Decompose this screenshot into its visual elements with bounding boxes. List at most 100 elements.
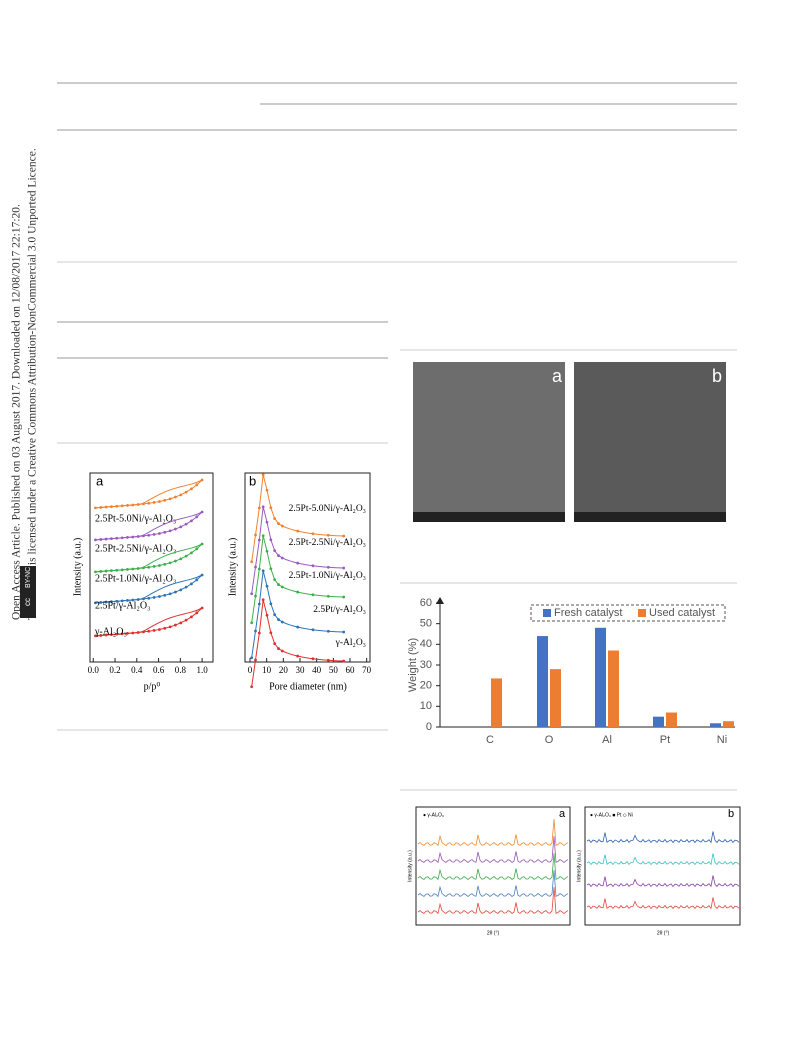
x-label: 2θ (°): [657, 930, 670, 936]
series-label: 2.5Pt-2.5Ni/γ-Al₂O₃: [289, 538, 366, 548]
sidebar: Open Access Article. Published on 03 Aug…: [11, 148, 39, 620]
x-tick-label: 30: [296, 665, 306, 675]
legend-swatch: [543, 609, 551, 617]
x-tick-label: O: [545, 734, 554, 746]
y-tick-label: 30: [420, 659, 432, 671]
xrd-trace: [586, 831, 740, 844]
sidebar-line: Open Access Article. Published on 03 Aug…: [11, 204, 23, 620]
y-label: Intensity (a.u.): [407, 850, 413, 882]
psd-curve: [251, 535, 344, 623]
sidebar-line: This article is licensed under a Creativ…: [27, 148, 39, 620]
y-label: Intensity (a.u.): [72, 538, 83, 597]
bar: [537, 636, 548, 727]
x-tick-label: 0: [248, 665, 253, 675]
sem-bar: [413, 512, 565, 522]
x-label: Pore diameter (nm): [269, 681, 347, 692]
isotherm-curve: [95, 574, 203, 604]
isotherm-curve: [95, 479, 203, 509]
sem-bar: [574, 512, 726, 522]
series-label: 2.5Pt/γ-Al₂O₃: [313, 605, 366, 615]
bar: [550, 669, 561, 727]
isotherm-curve: [95, 543, 203, 573]
series-label: γ-Al₂O₃: [335, 638, 366, 648]
panel-label: b: [249, 473, 256, 488]
psd-curve: [251, 474, 344, 562]
xrd-frame: [415, 806, 571, 926]
isotherm-curve: [95, 479, 203, 509]
legend-label: Fresh catalyst: [554, 607, 622, 619]
x-tick-label: 70: [362, 665, 372, 675]
xrd-trace: [417, 836, 569, 864]
sem-image: [413, 362, 565, 522]
x-tick-label: 0.8: [175, 665, 187, 675]
axis-frame: [244, 472, 371, 663]
panel-label: a: [96, 473, 104, 488]
legend: ● γ-Al₂O₃ ■ Pt ◇ Ni: [590, 812, 633, 818]
x-tick-label: 10: [262, 665, 272, 675]
x-tick-label: 50: [329, 665, 339, 675]
bar: [723, 721, 734, 727]
series-label: 2.5Pt-1.0Ni/γ-Al₂O₃: [95, 573, 176, 584]
bar: [595, 627, 606, 727]
y-tick-label: 20: [420, 680, 432, 692]
panel-label: b: [712, 366, 722, 386]
series-label: 2.5Pt/γ-Al₂O₃: [95, 600, 151, 611]
isotherm-curve: [95, 607, 203, 637]
panel-label: a: [559, 808, 566, 820]
x-tick-label: C: [486, 734, 494, 746]
series-label: 2.5Pt-5.0Ni/γ-Al₂O₃: [289, 504, 366, 514]
xrd-trace: [586, 875, 740, 888]
bar: [710, 723, 721, 727]
badge-text: BY-NC: [25, 567, 32, 588]
cc-text: cc: [23, 598, 32, 606]
xrd-trace: [417, 870, 569, 898]
x-tick-label: 1.0: [196, 665, 208, 675]
psd-curve: [251, 570, 344, 658]
x-tick-label: 20: [279, 665, 289, 675]
xrd-frame: [584, 806, 741, 926]
isotherm-figure: a b Intensity (a.u.) Intensity (a.u.) p/…: [72, 472, 371, 692]
x-tick-label: 0.0: [88, 665, 100, 675]
panel-label: b: [728, 808, 734, 820]
y-tick-label: 10: [420, 700, 432, 712]
xrd-trace: [586, 853, 740, 866]
weight-chart: Weight (%) 0 10 20 30 40 50 60 C O Al Pt Ni Fresh ca…: [407, 597, 735, 746]
panel-label: a: [552, 366, 563, 386]
x-tick-label: 40: [312, 665, 322, 675]
y-tick-label: 40: [420, 638, 432, 650]
x-label: p/p⁰: [144, 681, 161, 692]
isotherm-curve: [95, 511, 203, 541]
psd-curve: [251, 506, 344, 594]
x-tick-label: Pt: [660, 734, 670, 746]
psd-curve: [251, 599, 344, 687]
xrd-trace: [417, 887, 569, 915]
bar: [491, 678, 502, 727]
legend-label: Used catalyst: [649, 607, 715, 619]
x-tick-label: 0.6: [153, 665, 165, 675]
bar: [608, 650, 619, 727]
series-label: γ-Al₂O₃: [94, 626, 127, 637]
legend-box: [530, 604, 726, 622]
xrd-trace: [417, 819, 569, 847]
bar: [653, 716, 664, 727]
y-tick-label: 50: [420, 618, 432, 630]
series-label: 2.5Pt-5.0Ni/γ-Al₂O₃: [95, 513, 176, 524]
x-tick-label: Ni: [717, 734, 727, 746]
x-tick-label: 0.4: [131, 665, 143, 675]
xrd-trace: [417, 853, 569, 881]
y-tick-label: 60: [420, 597, 432, 609]
y-tick-label: 0: [426, 721, 432, 733]
sem-figure: a b: [413, 362, 726, 522]
y-label: Weight (%): [407, 638, 419, 692]
sem-image: [574, 362, 726, 522]
series-label: 2.5Pt-2.5Ni/γ-Al₂O₃: [95, 543, 176, 554]
x-tick-label: 60: [346, 665, 356, 675]
bar: [666, 712, 677, 727]
legend-swatch: [638, 609, 646, 617]
legend: ● γ-Al₂O₃: [423, 812, 444, 818]
xrd-trace: [586, 897, 740, 910]
y-label: Intensity (a.u.): [576, 850, 582, 882]
x-tick-label: Al: [602, 734, 612, 746]
cc-badge: [20, 566, 36, 618]
